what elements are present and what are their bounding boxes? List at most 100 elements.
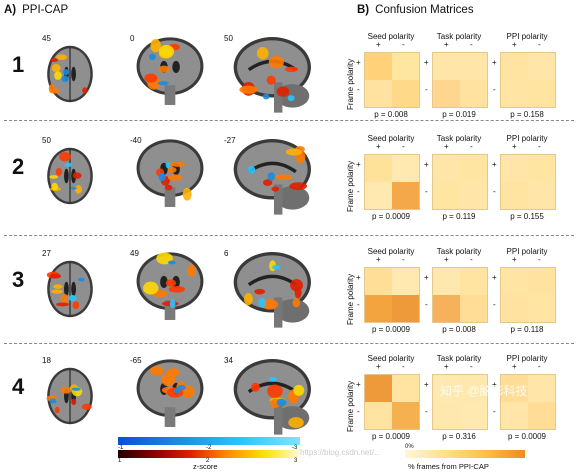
matrix-cell — [365, 295, 392, 322]
matrix-header: PPI polarity — [506, 354, 548, 363]
row-sign-minus: - — [493, 187, 496, 196]
matrix-cell — [460, 53, 487, 80]
column-sign-minus: - — [470, 255, 473, 264]
confusion-matrix — [364, 374, 420, 430]
confusion-matrix — [500, 52, 556, 108]
matrix-cell — [501, 155, 528, 182]
slice-coordinate: 50 — [224, 34, 233, 43]
confusion-matrix — [500, 154, 556, 210]
p-value: p = 0.119 — [442, 212, 476, 221]
p-value: p = 0.008 — [442, 325, 476, 334]
matrix-cell — [460, 155, 487, 182]
matrix-header: PPI polarity — [506, 247, 548, 256]
matrix-cell — [433, 402, 460, 429]
column-sign-plus: + — [376, 40, 381, 49]
p-value: p = 0.0009 — [371, 212, 411, 221]
row-sign-minus: - — [357, 407, 360, 416]
matrix-header: Seed polarity — [367, 32, 415, 41]
row-number: 1 — [12, 52, 25, 77]
row-sign-minus: - — [425, 407, 428, 416]
matrix-header: Seed polarity — [367, 354, 415, 363]
matrix-cell — [501, 402, 528, 429]
matrix-cell — [365, 182, 392, 209]
confusion-matrix — [432, 374, 488, 430]
column-sign-minus: - — [538, 142, 541, 151]
confusion-matrix — [364, 154, 420, 210]
confusion-matrix — [432, 154, 488, 210]
row-separator — [4, 120, 574, 121]
p-value: p = 0.158 — [510, 110, 544, 119]
matrix-cell — [528, 295, 555, 322]
column-sign-minus: - — [402, 255, 405, 264]
matrix-cell — [528, 375, 555, 402]
matrix-cell — [528, 268, 555, 295]
matrix-cell — [501, 182, 528, 209]
slice-coordinate: -40 — [130, 136, 142, 145]
column-sign-minus: - — [538, 40, 541, 49]
confusion-matrix — [364, 52, 420, 108]
row-sign-plus: + — [492, 58, 497, 67]
watermark-zhihu: 知乎 @脑影科技 — [440, 384, 528, 398]
column-sign-plus: + — [376, 362, 381, 371]
column-sign-plus: + — [512, 40, 517, 49]
matrix-cell — [501, 295, 528, 322]
row-sign-minus: - — [425, 300, 428, 309]
column-sign-minus: - — [470, 142, 473, 151]
p-value: p = 0.008 — [374, 110, 408, 119]
row-sign-plus: + — [424, 160, 429, 169]
column-sign-minus: - — [402, 40, 405, 49]
matrix-cell — [460, 402, 487, 429]
watermark-csdn: https://blog.csdn.net/... — [300, 448, 381, 457]
p-value: p = 0.155 — [510, 212, 544, 221]
row-sign-plus: + — [356, 58, 361, 67]
matrix-cell — [460, 295, 487, 322]
matrix-header: Task polarity — [436, 32, 482, 41]
matrix-cell — [365, 53, 392, 80]
matrix-cell — [365, 80, 392, 107]
panel-a-name: PPI-CAP — [22, 4, 69, 16]
row-sign-plus: + — [356, 273, 361, 282]
matrix-cell — [365, 155, 392, 182]
matrix-header: PPI polarity — [506, 32, 548, 41]
row-number: 4 — [12, 374, 25, 399]
brain-slice-sagittal — [222, 247, 326, 336]
matrix-cell — [433, 80, 460, 107]
colorbar-tick: -3 — [292, 445, 298, 451]
confusion-matrix — [432, 52, 488, 108]
matrix-cell — [392, 268, 419, 295]
p-value: p = 0.019 — [442, 110, 476, 119]
colorbar-tick: -1 — [118, 445, 124, 451]
column-sign-plus: + — [444, 40, 449, 49]
row-sign-minus: - — [493, 407, 496, 416]
matrix-cell — [433, 268, 460, 295]
matrix-cell — [501, 268, 528, 295]
matrix-cell — [392, 402, 419, 429]
row-sign-plus: + — [492, 160, 497, 169]
brain-slice-coronal — [128, 32, 212, 113]
slice-coordinate: 27 — [42, 249, 51, 258]
panel-b-name: Confusion Matrices — [375, 4, 474, 16]
column-sign-plus: + — [376, 142, 381, 151]
p-value: p = 0.0009 — [507, 432, 547, 441]
column-sign-minus: - — [538, 255, 541, 264]
row-sign-plus: + — [424, 273, 429, 282]
matrix-cell — [392, 53, 419, 80]
brain-slice-sagittal — [222, 354, 326, 443]
colorbar-label: z-score — [193, 462, 218, 471]
matrix-cell — [460, 375, 487, 402]
brain-slice-sagittal — [222, 134, 326, 223]
colorbar-tick: 1 — [118, 458, 122, 464]
row-sign-plus: + — [492, 380, 497, 389]
column-sign-minus: - — [470, 362, 473, 371]
matrix-cell — [528, 80, 555, 107]
row-number: 3 — [12, 267, 25, 292]
row-separator — [4, 235, 574, 236]
percent-colorbar — [405, 450, 525, 458]
column-sign-plus: + — [444, 255, 449, 264]
confusion-matrix — [500, 267, 556, 323]
matrix-cell — [501, 53, 528, 80]
matrix-header: PPI polarity — [506, 134, 548, 143]
matrix-cell — [365, 268, 392, 295]
row-sign-minus: - — [357, 187, 360, 196]
matrix-cell — [433, 53, 460, 80]
